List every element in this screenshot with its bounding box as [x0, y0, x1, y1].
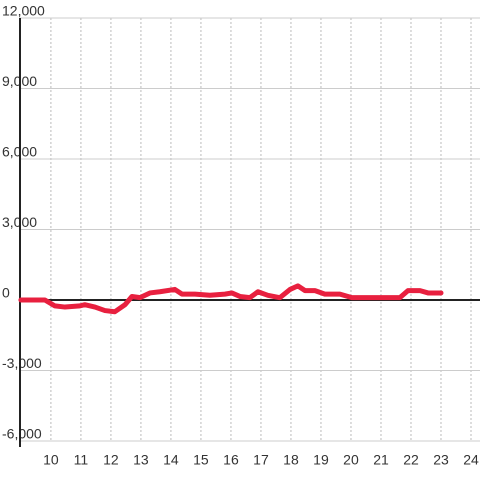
x-tick-label: 10	[43, 452, 59, 468]
x-tick-label: 19	[313, 452, 329, 468]
x-tick-label: 17	[253, 452, 269, 468]
x-tick-label: 12	[103, 452, 119, 468]
x-tick-label: 20	[343, 452, 359, 468]
x-tick-label: 24	[463, 452, 479, 468]
y-tick-label: 0	[2, 285, 10, 301]
x-tick-label: 18	[283, 452, 299, 468]
y-tick-label: 12,000	[2, 3, 45, 19]
x-tick-label: 14	[163, 452, 179, 468]
y-tick-label: -3,000	[2, 355, 42, 371]
x-tick-label: 11	[74, 452, 89, 468]
x-tick-label: 15	[193, 452, 209, 468]
x-tick-label: 16	[223, 452, 239, 468]
y-tick-label: -6,000	[2, 426, 42, 442]
x-tick-label: 13	[133, 452, 149, 468]
x-tick-label: 23	[433, 452, 449, 468]
data-line	[18, 283, 444, 315]
x-tick-label: 21	[373, 452, 389, 468]
x-tick-label: 22	[403, 452, 419, 468]
